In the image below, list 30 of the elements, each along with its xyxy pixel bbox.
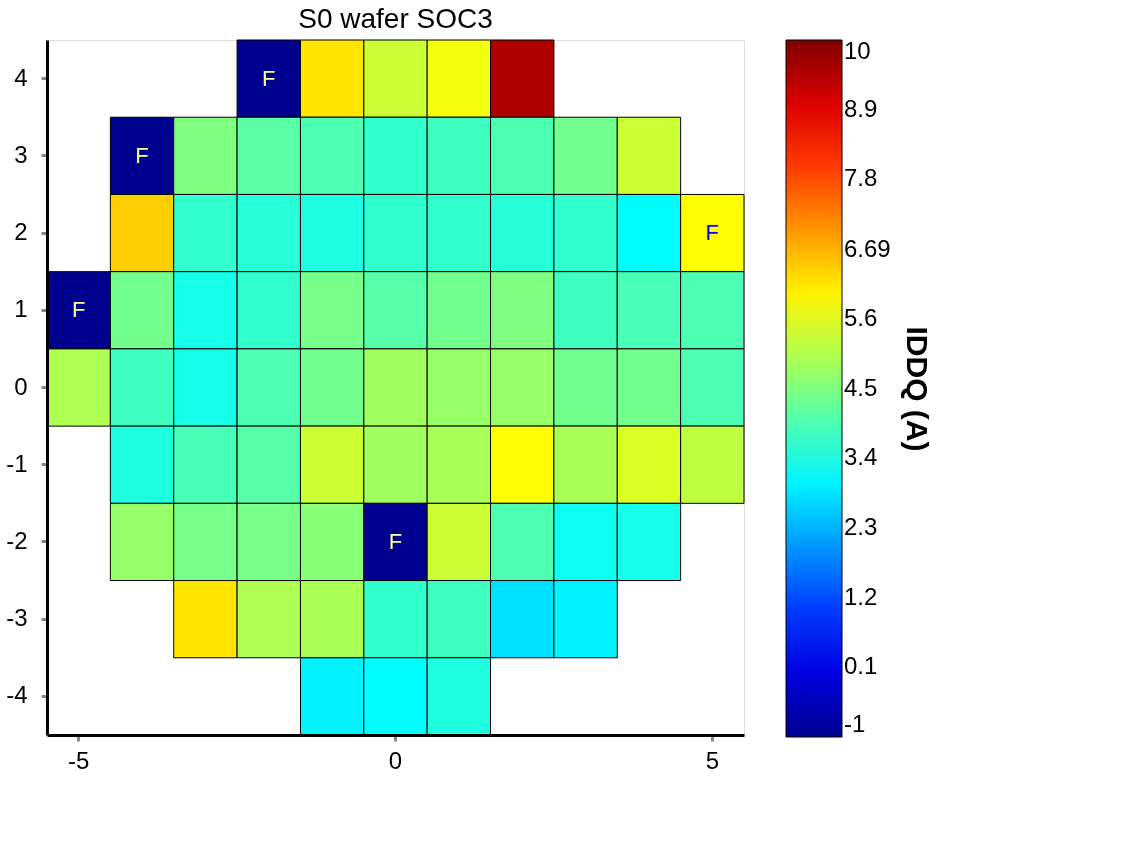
y-tick-label: -4 <box>6 681 28 709</box>
data-label: F <box>388 528 403 554</box>
color-bar-label: 7.8 <box>844 164 878 192</box>
color-bar-label: 6.69 <box>844 234 891 262</box>
y-tick-label: 2 <box>14 218 28 246</box>
y-tick-label: -1 <box>6 449 28 477</box>
y-tick-label: 1 <box>14 295 28 323</box>
color-bar-label: 1.2 <box>844 582 878 610</box>
color-bar-label: 4.5 <box>844 373 878 401</box>
x-tick-label: -5 <box>68 746 90 774</box>
data-label: F <box>71 297 86 323</box>
y-tick-label: 3 <box>14 140 28 168</box>
color-bar-label: -1 <box>844 710 866 737</box>
color-bar-title: IDDQ (A) <box>901 326 934 452</box>
data-label: F <box>705 220 720 246</box>
y-tick-label: 4 <box>14 63 28 91</box>
color-bar-label: 3.4 <box>844 443 878 471</box>
color-bar-label: 2.3 <box>844 512 878 540</box>
y-tick-label: 0 <box>14 372 28 400</box>
color-bar-label: 8.9 <box>844 94 878 122</box>
data-label: F <box>262 65 276 91</box>
y-tick-label: -3 <box>6 604 28 632</box>
color-bar-label: 0.1 <box>844 652 878 680</box>
chart-title: S0 wafer SOC3 <box>298 2 493 34</box>
data-label: F <box>135 142 149 168</box>
x-tick-label: 5 <box>705 746 719 774</box>
color-bar-label: 10 <box>844 37 871 64</box>
y-tick-label: -2 <box>6 526 28 554</box>
x-tick-label: 0 <box>388 746 403 774</box>
color-bar-label: 5.6 <box>844 303 878 331</box>
